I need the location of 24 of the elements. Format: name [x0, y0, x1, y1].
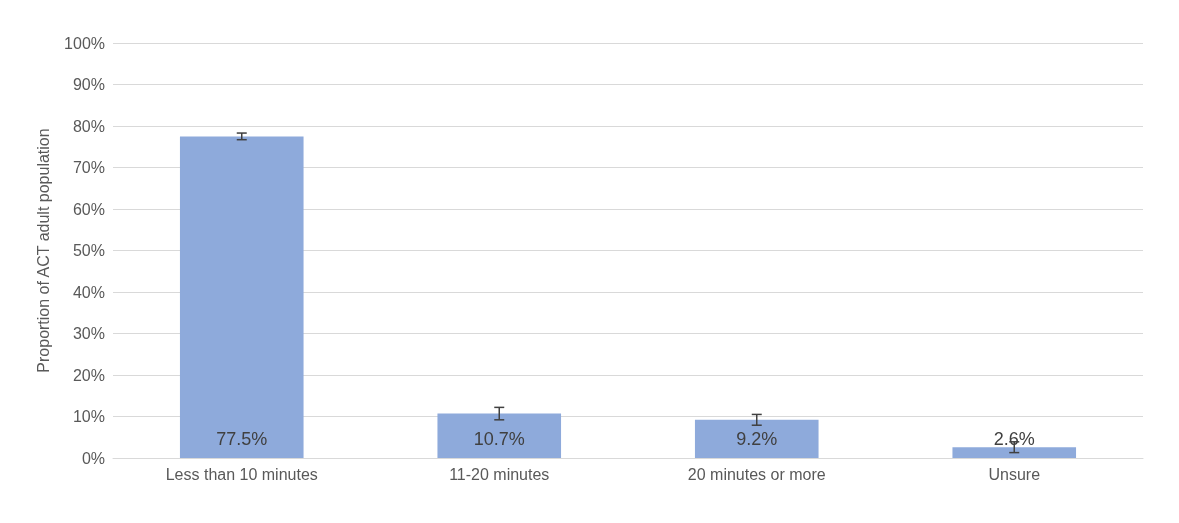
y-tick-label: 20% — [72, 366, 105, 384]
data-label: 2.6% — [993, 429, 1035, 449]
y-tick-label: 0% — [81, 449, 105, 467]
bar — [694, 419, 819, 458]
data-label: 77.5% — [216, 429, 268, 449]
data-label: 9.2% — [736, 429, 778, 449]
bar — [952, 447, 1077, 458]
x-tick-label: 20 minutes or more — [687, 465, 826, 483]
y-tick-label: 100% — [64, 34, 105, 52]
y-tick-label: 80% — [72, 117, 105, 135]
x-tick-label: Less than 10 minutes — [165, 465, 318, 483]
x-tick-label: Unsure — [988, 465, 1041, 483]
y-tick-label: 40% — [72, 283, 105, 301]
y-tick-label: 70% — [72, 159, 105, 176]
x-tick-label: 11-20 minutes — [449, 465, 550, 483]
bar — [437, 413, 562, 458]
y-tick-label: 50% — [72, 242, 105, 259]
y-tick-label: 90% — [72, 76, 105, 93]
bar — [179, 136, 304, 458]
y-tick-label: 60% — [72, 200, 105, 218]
y-axis-title: Proportion of ACT adult population — [34, 128, 52, 373]
y-tick-label: 30% — [72, 325, 105, 342]
y-tick-label: 10% — [72, 408, 105, 425]
data-label: 10.7% — [473, 429, 525, 449]
